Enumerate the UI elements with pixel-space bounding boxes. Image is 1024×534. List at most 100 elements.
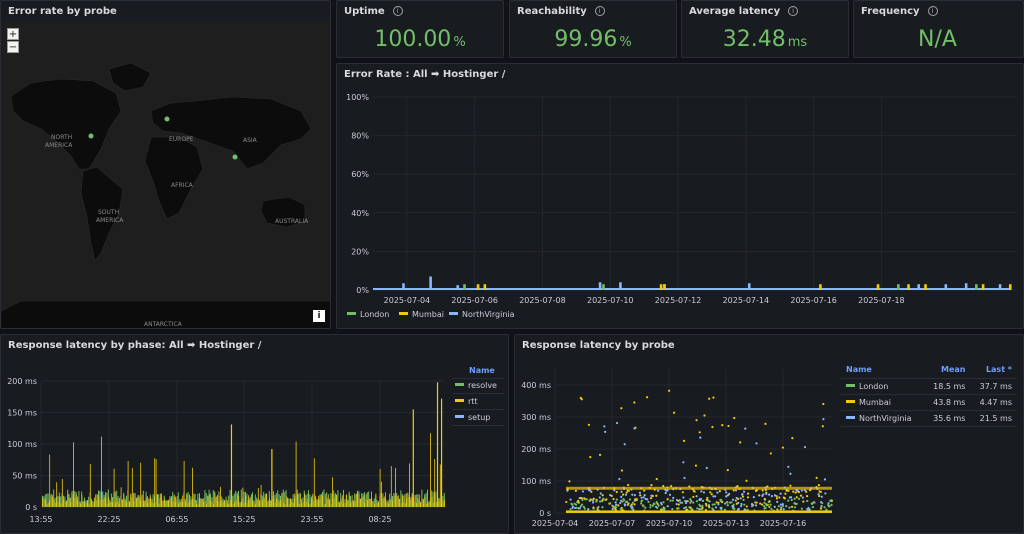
legend-row-northvirginia[interactable]: NorthVirginia 35.6 ms 21.5 ms [841,410,1017,427]
scatter-point [592,501,595,504]
bar-rtt [136,498,137,507]
info-icon[interactable]: i [788,6,799,16]
legend-item-resolve[interactable]: resolve [455,381,497,390]
bar-resolve [240,489,242,507]
bar-rtt [269,498,270,507]
bar-rtt [190,500,192,507]
scatter-point [657,489,660,492]
legend-item-northvirginia[interactable]: NorthVirginia [449,310,515,319]
scatter-point [701,499,705,502]
scatter-point [694,464,698,467]
scatter-point [719,498,722,501]
scatter-point [825,508,828,511]
scatter-point [692,495,695,499]
scatter-point [683,506,686,510]
scatter-band-base [566,510,832,513]
latency-by-phase-chart[interactable]: 0 s 50 ms 100 ms 150 ms 200 ms 13:55 22:25 06:5… [1,335,451,534]
scatter-point [669,499,672,502]
legend-item-mumbai[interactable]: Mumbai [399,310,444,319]
scatter-point [763,505,766,508]
stat-unit: ms [787,35,808,50]
scatter-point [731,498,735,501]
scatter-point [577,501,580,504]
column-header-mean[interactable]: Mean [923,361,971,379]
bar-resolve [350,496,351,507]
scatter-point [698,498,701,501]
scatter-point [642,505,645,508]
column-header-last[interactable]: Last * [970,361,1017,379]
bar-rtt [435,502,437,507]
scatter-point [783,497,786,500]
bar-rtt [129,502,130,507]
map-attribution-info-icon[interactable]: i [313,310,325,322]
bar-rtt [243,502,245,507]
bar-resolve [274,494,276,507]
scatter-point [765,503,768,506]
scatter-point [598,500,602,503]
scatter-point [677,507,680,510]
bar-resolve [217,494,218,507]
scatter-band-mumbai [566,486,832,490]
probe-marker-northvirginia[interactable] [88,133,94,139]
scatter-point [642,496,645,499]
scatter-point [776,500,779,503]
bar-rtt [123,494,125,507]
probe-marker-mumbai[interactable] [232,154,238,160]
scatter-point [610,494,613,497]
scatter-point [621,500,624,503]
info-icon[interactable]: i [392,6,403,16]
x-tick-label: 2025-07-07 [589,519,636,528]
info-icon[interactable]: i [594,6,605,16]
scatter-point [672,496,675,499]
info-icon[interactable]: i [927,6,938,16]
scatter-point [671,507,674,511]
bar-rtt [147,502,149,507]
bar-rtt [150,496,151,507]
bar-resolve [404,493,406,507]
bar-rtt [199,493,200,507]
scatter-point [781,502,784,506]
bar-rtt [383,496,385,507]
bar-rtt [376,503,378,507]
bar-rtt [427,502,429,507]
x-tick-label: 2025-07-04 [532,519,579,528]
scatter-point [734,489,738,492]
scatter-point [579,505,582,508]
scatter-point [578,507,581,510]
legend-item-rtt[interactable]: rtt [455,397,478,406]
bar-rtt [131,467,133,507]
bar-rtt [211,501,213,507]
error-spike-mumbai [907,284,910,290]
x-tick-label: 2025-07-10 [646,519,693,528]
scatter-point [695,500,698,503]
legend-row-london[interactable]: London 18.5 ms 37.7 ms [841,378,1017,395]
bar-rtt-peak [412,409,414,507]
legend-table-header: Name Mean Last * [841,361,1017,379]
bar-rtt [110,493,112,507]
scatter-point [569,498,572,501]
latency-by-probe-chart[interactable]: 0 s 100 ms 200 ms 300 ms 400 ms 2025-07-04 202… [515,335,837,534]
scatter-point [775,497,779,500]
probe-marker-london[interactable] [164,116,170,122]
legend-row-mumbai[interactable]: Mumbai 43.8 ms 4.47 ms [841,394,1017,411]
scatter-point [726,501,729,504]
bar-resolve [54,497,56,507]
scatter-point [817,483,821,487]
scatter-point [728,492,731,496]
legend-item-setup[interactable]: setup [455,413,490,422]
zoom-in-button[interactable]: + [7,28,19,40]
zoom-out-button[interactable]: − [7,41,19,53]
y-tick-label: 150 ms [7,409,37,418]
error-rate-chart[interactable]: 0% 20% 40% 60% 80% 100% 2025-07-04 2025-07-06 20… [337,64,1024,329]
bar-rtt [297,494,298,507]
legend-item-london[interactable]: London [347,310,389,319]
bar-resolve [337,490,339,507]
column-header-name[interactable]: Name [841,361,924,379]
bar-resolve [147,496,148,507]
bar-resolve [53,489,55,507]
bar-resolve [278,494,280,507]
scatter-point [789,484,792,487]
bar-resolve [235,490,237,507]
bar-rtt [215,496,217,507]
